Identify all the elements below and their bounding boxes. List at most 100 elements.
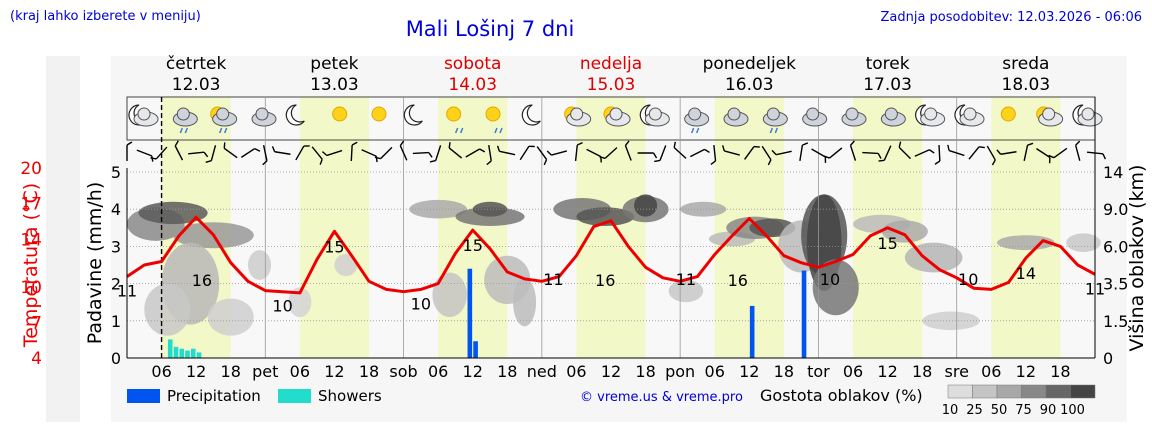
axes: 06 12 18 pet 06 12 18 sob 06 12 18 ned 06 12 18 pon 06 12… — [20, 97, 1128, 381]
sun-icon — [371, 106, 387, 122]
wind-barb-shaft — [659, 145, 667, 161]
cloud-icon — [880, 107, 906, 127]
temperature-tick-label: 10 — [20, 278, 42, 298]
cloud-scale-label: 25 — [966, 403, 983, 418]
rain-drop-icon — [499, 127, 503, 134]
cloud-puff-icon — [688, 107, 702, 121]
moon-cloud-icon — [1072, 104, 1103, 127]
wind-barb-icon — [465, 148, 486, 158]
wind-barb-shaft — [262, 145, 268, 161]
wind-barb-flag — [428, 152, 433, 158]
day-name: torek — [866, 54, 910, 74]
wind-barb-icon — [934, 144, 941, 165]
sun-cloud-rain-icon — [210, 106, 238, 134]
cloud-puff-icon — [216, 107, 230, 121]
wind-barb-shaft — [689, 148, 705, 158]
menu-hint[interactable]: (kraj lahko izberete v meniju) — [10, 9, 201, 24]
wind-barb-shaft — [188, 151, 205, 155]
wind-barb-icon — [126, 141, 133, 161]
wind-barb-icon — [599, 147, 618, 160]
wind-barb-flag — [546, 150, 552, 156]
cloud-density-blob — [334, 253, 358, 277]
x-tick-label: 06 — [981, 362, 1001, 381]
wind-barb-icon — [399, 140, 408, 161]
wind-barb-icon — [811, 148, 827, 163]
wind-barb-shaft — [914, 149, 930, 157]
wind-barb-shaft — [1000, 151, 1017, 155]
wind-barb-flag — [1048, 154, 1055, 159]
wind-barb-shaft — [713, 144, 717, 162]
wind-barb-icon — [1023, 142, 1034, 161]
cloud-puff-icon — [963, 107, 977, 121]
temperature-value-label: 10 — [411, 294, 431, 313]
wind-barb-icon — [654, 145, 667, 163]
x-tick-label: 06 — [566, 362, 586, 381]
x-tick-label: sob — [389, 362, 417, 381]
wind-barb-shaft — [799, 144, 804, 162]
wind-barb-flag — [543, 159, 548, 166]
wind-barb-flag — [978, 146, 985, 149]
cloud-density-blob — [248, 250, 272, 280]
wind-barb-shaft — [968, 146, 980, 160]
cloud-density-blob — [138, 201, 208, 225]
wind-barb-icon — [914, 149, 935, 157]
wind-barb-shaft — [361, 149, 377, 157]
x-tick-label: 06 — [428, 362, 448, 381]
wind-barb-flag — [929, 149, 935, 154]
wind-barb-icon — [412, 151, 433, 158]
wind-barb-icon — [849, 140, 857, 161]
wind-barb-flag — [991, 159, 996, 166]
rain-drop-icon — [218, 127, 223, 134]
rain-drop-icon — [774, 127, 779, 134]
cloud-scale-swatch — [1045, 384, 1071, 399]
wind-barb-flag — [351, 141, 358, 146]
credit-link[interactable]: © vreme.us & vreme.pro — [580, 390, 743, 405]
shower-bar — [190, 348, 196, 358]
daylight-band — [576, 97, 646, 358]
day-name: četrtek — [166, 54, 227, 74]
wind-barb-flag — [802, 142, 809, 146]
wind-barb-flag — [767, 159, 772, 166]
rain-drop-icon — [494, 127, 498, 134]
wind-barb-flag — [448, 142, 451, 149]
temperature-value-label: 16 — [595, 271, 615, 290]
moon-icon — [285, 104, 305, 126]
precip-tick-label: 4 — [111, 200, 121, 219]
moon-icon — [521, 104, 541, 126]
cloud-density-layer — [127, 194, 1101, 336]
day-date: 15.03 — [587, 75, 636, 95]
wind-barb-icon — [350, 141, 358, 162]
day-name: petek — [310, 54, 358, 74]
precipitation-bars — [167, 268, 807, 358]
day-name: ponedeljek — [703, 54, 797, 74]
wind-barb-icon — [205, 145, 217, 164]
legend-precipitation-label: Precipitation — [167, 387, 261, 405]
wind-barb-icon — [878, 145, 892, 162]
wind-barb-icon — [799, 142, 809, 162]
precipitation-bar — [749, 305, 755, 358]
weather-icons — [128, 104, 1103, 134]
moon-cloud-icon — [954, 104, 985, 127]
wind-barb-icon — [996, 149, 1017, 155]
x-tick-label: 18 — [221, 362, 241, 381]
wind-barb-flag — [319, 158, 323, 165]
wind-barb-flag — [704, 148, 710, 154]
x-tick-label: 18 — [497, 362, 517, 381]
wind-barb-flag — [721, 145, 725, 152]
wind-barb-shaft — [311, 146, 323, 160]
wind-barb-flag — [1048, 157, 1051, 164]
shower-bar — [179, 348, 185, 358]
rain-drop-icon — [695, 127, 700, 134]
wind-barb-shaft — [174, 145, 184, 161]
cloud-puff-icon — [766, 107, 780, 121]
wind-barb-shaft — [811, 148, 826, 158]
wind-barb-flag — [673, 141, 677, 148]
cloud-rain-icon — [762, 107, 788, 134]
day-name: sreda — [1002, 54, 1049, 74]
cloud-rain-icon — [684, 107, 710, 134]
x-tick-label: 18 — [774, 362, 794, 381]
x-tick-label: 12 — [1016, 362, 1036, 381]
daylight-band — [991, 97, 1061, 358]
x-tick-label: 06 — [151, 362, 171, 381]
x-tick-label: 12 — [463, 362, 483, 381]
